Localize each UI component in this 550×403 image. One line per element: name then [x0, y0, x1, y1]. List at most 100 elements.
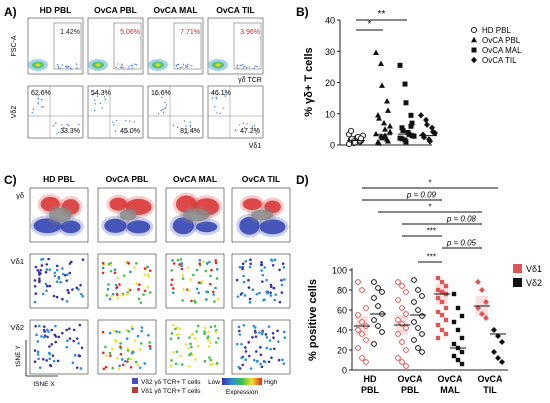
d-data-point	[415, 287, 421, 293]
tsne-cell-dot	[115, 330, 118, 333]
tsne-cell-dot	[80, 346, 84, 350]
tsne-cell-dot	[255, 292, 259, 296]
tsne-cell-dot	[120, 358, 124, 361]
d-data-point	[419, 313, 425, 319]
tsne-colorbar-label: Expression	[226, 389, 259, 396]
flow-q-right-percent: 81.4%	[180, 128, 200, 135]
tsne-cell-dot	[214, 330, 218, 334]
flow-event-dot	[164, 107, 166, 110]
d-y-tick-label: 0	[342, 366, 347, 376]
b-data-point	[403, 100, 409, 106]
d-data-point	[395, 355, 401, 361]
tsne-density-core	[40, 196, 60, 212]
d-data-point	[451, 353, 457, 359]
tsne-cell-dot	[193, 337, 197, 340]
tsne-cell-dot	[122, 274, 126, 277]
tsne-cell-dot	[207, 345, 211, 348]
tsne-cell-dot	[127, 357, 130, 361]
tsne-legend-label: Vδ2 γδ TCR+ T cells	[141, 379, 201, 386]
d-data-point	[355, 345, 361, 351]
d-y-tick-label: 40	[337, 326, 347, 336]
d-data-point	[403, 325, 409, 331]
d-sig-label: p = 0.09	[406, 191, 437, 200]
d-data-point	[455, 327, 461, 333]
tsne-cell-dot	[73, 353, 77, 357]
flow-event-dot	[248, 66, 250, 68]
tsne-cell-dot	[71, 361, 75, 365]
tsne-cell-dot	[143, 273, 147, 276]
flow-event-dot	[172, 124, 175, 126]
d-data-point	[435, 322, 441, 328]
tsne-density-core	[259, 219, 286, 235]
d-data-point	[395, 279, 401, 285]
tsne-cell-dot	[271, 331, 275, 335]
flow-event-dot	[191, 65, 193, 67]
d-data-point	[359, 331, 365, 337]
b-y-tick-label: 20	[325, 78, 335, 88]
tsne-cell-dot	[47, 257, 50, 261]
flow-q-left-percent: 16.6%	[151, 90, 171, 97]
flow-event-dot	[213, 105, 216, 108]
flow-event-dot	[37, 98, 40, 100]
flow-event-dot	[224, 95, 227, 97]
d-data-point	[443, 283, 449, 289]
flow-event-dot	[66, 67, 68, 69]
flow-gate-box	[173, 22, 202, 70]
flow-event-dot	[244, 127, 246, 129]
tsne-cell-dot	[179, 258, 183, 261]
tsne-cell-dot	[243, 294, 247, 297]
d-legend-label: Vδ1	[526, 264, 542, 274]
tsne-cell-dot	[139, 301, 143, 304]
tsne-cell-dot	[248, 297, 252, 301]
tsne-cell-dot	[79, 283, 82, 287]
tsne-density-core	[48, 207, 72, 223]
tsne-cell-dot	[61, 331, 64, 335]
b-data-point	[424, 121, 430, 128]
tsne-col-title: OvCA PBL	[106, 174, 149, 184]
tsne-cell-dot	[204, 269, 208, 273]
flow-event-dot	[134, 63, 136, 65]
tsne-cell-dot	[235, 278, 239, 282]
tsne-cell-dot	[260, 365, 264, 369]
d-data-point	[475, 279, 481, 285]
tsne-cell-dot	[62, 272, 65, 276]
tsne-row-label: Vδ1	[11, 257, 24, 266]
flow-event-dot	[236, 66, 238, 68]
tsne-cell-dot	[253, 329, 257, 333]
tsne-cell-dot	[195, 268, 199, 272]
flow-event-dot	[78, 123, 80, 126]
flow-gate-box	[113, 22, 142, 70]
tsne-cell-dot	[118, 364, 121, 368]
flow-event-dot	[181, 66, 183, 68]
b-data-point	[387, 123, 393, 129]
flow-bottom-ylabel: Vδ2	[11, 106, 18, 119]
flow-event-dot	[131, 65, 134, 67]
tsne-cell-dot	[237, 325, 241, 329]
tsne-cell-dot	[121, 363, 125, 367]
tsne-cell-dot	[33, 279, 37, 282]
tsne-cell-dot	[178, 263, 181, 266]
d-legend-swatch	[513, 278, 522, 287]
tsne-density-core	[119, 209, 137, 221]
tsne-cell-dot	[116, 276, 120, 280]
tsne-cell-dot	[267, 360, 271, 364]
tsne-cell-dot	[147, 273, 150, 276]
tsne-cell-dot	[114, 340, 118, 343]
tsne-density-core	[109, 197, 128, 211]
flow-event-dot	[57, 131, 60, 134]
tsne-cell-dot	[217, 336, 220, 340]
b-data-point	[418, 112, 424, 119]
d-data-point	[451, 341, 457, 347]
tsne-cell-dot	[274, 293, 277, 296]
tsne-cell-dot	[188, 364, 191, 368]
tsne-cell-dot	[75, 286, 79, 290]
d-data-point	[459, 349, 465, 355]
tsne-cell-dot	[247, 354, 251, 358]
tsne-cell-dot	[33, 284, 37, 288]
d-data-point	[439, 289, 445, 295]
tsne-cell-dot	[269, 294, 273, 297]
tsne-col-title: OvCA TIL	[242, 174, 280, 184]
tsne-cell-dot	[134, 360, 138, 364]
b-y-tick-label: 0	[330, 141, 335, 151]
